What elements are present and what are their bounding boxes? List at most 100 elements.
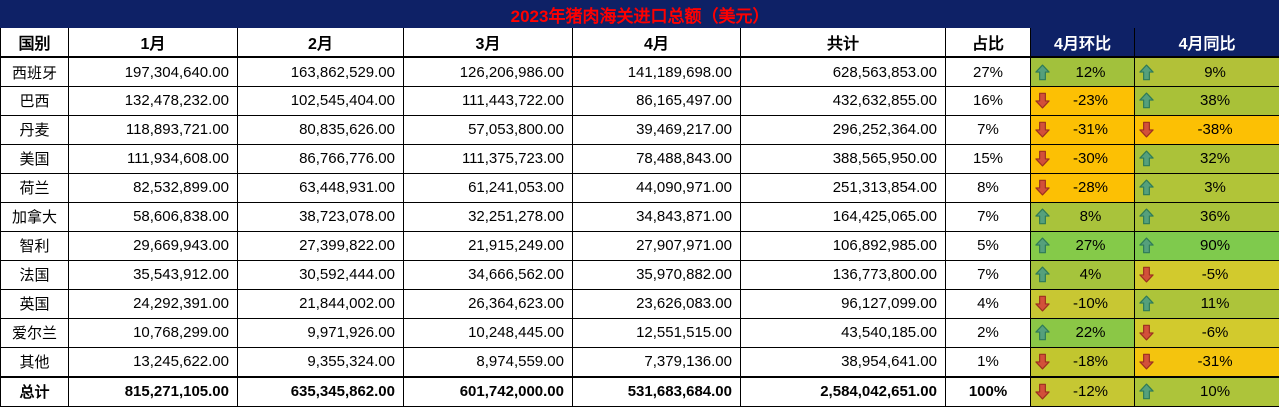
jan-value-cell[interactable]: 29,669,943.00 [68,230,238,261]
apr-value-cell[interactable]: 39,469,217.00 [572,114,741,145]
country-cell[interactable]: 丹麦 [0,114,69,145]
mar-value-cell[interactable]: 111,375,723.00 [403,143,573,174]
country-cell[interactable]: 加拿大 [0,201,69,232]
total-value-cell[interactable]: 106,892,985.00 [740,230,946,261]
apr-value-cell[interactable]: 12,551,515.00 [572,317,741,348]
mar-value-cell[interactable]: 126,206,986.00 [403,56,573,87]
jan-value-cell[interactable]: 815,271,105.00 [68,375,238,407]
yoy-cell[interactable]: -38% [1133,114,1279,145]
total-value-cell[interactable]: 43,540,185.00 [740,317,946,348]
jan-value-cell[interactable]: 58,606,838.00 [68,201,238,232]
apr-value-cell[interactable]: 34,843,871.00 [572,201,741,232]
mom-cell[interactable]: -12% [1030,375,1135,407]
total-value-cell[interactable]: 251,313,854.00 [740,172,946,203]
mar-value-cell[interactable]: 8,974,559.00 [403,346,573,378]
mom-cell[interactable]: -30% [1030,143,1135,174]
total-value-cell[interactable]: 2,584,042,651.00 [740,375,946,407]
feb-value-cell[interactable]: 27,399,822.00 [237,230,404,261]
header-total[interactable]: 共计 [740,27,946,58]
share-cell[interactable]: 27% [945,56,1031,87]
mom-cell[interactable]: -31% [1030,114,1135,145]
share-cell[interactable]: 1% [945,346,1031,378]
apr-value-cell[interactable]: 78,488,843.00 [572,143,741,174]
jan-value-cell[interactable]: 13,245,622.00 [68,346,238,378]
feb-value-cell[interactable]: 102,545,404.00 [237,86,404,116]
share-cell[interactable]: 7% [945,114,1031,145]
country-cell[interactable]: 荷兰 [0,172,69,203]
country-cell[interactable]: 西班牙 [0,56,69,87]
share-cell[interactable]: 7% [945,201,1031,232]
total-value-cell[interactable]: 388,565,950.00 [740,143,946,174]
mar-value-cell[interactable]: 10,248,445.00 [403,317,573,348]
feb-value-cell[interactable]: 21,844,002.00 [237,288,404,319]
mar-value-cell[interactable]: 26,364,623.00 [403,288,573,319]
feb-value-cell[interactable]: 9,355,324.00 [237,346,404,378]
feb-value-cell[interactable]: 9,971,926.00 [237,317,404,348]
share-cell[interactable]: 2% [945,317,1031,348]
yoy-cell[interactable]: 9% [1133,56,1279,87]
feb-value-cell[interactable]: 38,723,078.00 [237,201,404,232]
jan-value-cell[interactable]: 118,893,721.00 [68,114,238,145]
yoy-cell[interactable]: 3% [1133,172,1279,203]
country-cell[interactable]: 英国 [0,288,69,319]
header-share[interactable]: 占比 [945,27,1031,58]
apr-value-cell[interactable]: 44,090,971.00 [572,172,741,203]
mar-value-cell[interactable]: 61,241,053.00 [403,172,573,203]
total-value-cell[interactable]: 38,954,641.00 [740,346,946,378]
country-cell[interactable]: 美国 [0,143,69,174]
mom-cell[interactable]: -28% [1030,172,1135,203]
apr-value-cell[interactable]: 27,907,971.00 [572,230,741,261]
total-value-cell[interactable]: 96,127,099.00 [740,288,946,319]
mar-value-cell[interactable]: 57,053,800.00 [403,114,573,145]
share-cell[interactable]: 5% [945,230,1031,261]
mom-cell[interactable]: 22% [1030,317,1135,348]
mom-cell[interactable]: 27% [1030,230,1135,261]
mar-value-cell[interactable]: 34,666,562.00 [403,259,573,290]
yoy-cell[interactable]: -5% [1133,259,1279,290]
jan-value-cell[interactable]: 111,934,608.00 [68,143,238,174]
yoy-cell[interactable]: 32% [1133,143,1279,174]
mar-value-cell[interactable]: 601,742,000.00 [403,375,573,407]
mar-value-cell[interactable]: 111,443,722.00 [403,86,573,116]
yoy-cell[interactable]: 38% [1133,86,1279,116]
total-value-cell[interactable]: 136,773,800.00 [740,259,946,290]
yoy-cell[interactable]: 90% [1133,230,1279,261]
share-cell[interactable]: 8% [945,172,1031,203]
feb-value-cell[interactable]: 86,766,776.00 [237,143,404,174]
apr-value-cell[interactable]: 7,379,136.00 [572,346,741,378]
apr-value-cell[interactable]: 86,165,497.00 [572,86,741,116]
header-country[interactable]: 国别 [0,27,69,58]
jan-value-cell[interactable]: 197,304,640.00 [68,56,238,87]
feb-value-cell[interactable]: 63,448,931.00 [237,172,404,203]
header-mar[interactable]: 3月 [403,27,573,58]
share-cell[interactable]: 16% [945,86,1031,116]
feb-value-cell[interactable]: 163,862,529.00 [237,56,404,87]
country-cell[interactable]: 爱尔兰 [0,317,69,348]
apr-value-cell[interactable]: 141,189,698.00 [572,56,741,87]
share-cell[interactable]: 4% [945,288,1031,319]
share-cell[interactable]: 7% [945,259,1031,290]
total-value-cell[interactable]: 296,252,364.00 [740,114,946,145]
feb-value-cell[interactable]: 30,592,444.00 [237,259,404,290]
jan-value-cell[interactable]: 24,292,391.00 [68,288,238,319]
mom-cell[interactable]: -23% [1030,86,1135,116]
jan-value-cell[interactable]: 10,768,299.00 [68,317,238,348]
jan-value-cell[interactable]: 35,543,912.00 [68,259,238,290]
mom-cell[interactable]: -10% [1030,288,1135,319]
mom-cell[interactable]: 8% [1030,201,1135,232]
jan-value-cell[interactable]: 82,532,899.00 [68,172,238,203]
apr-value-cell[interactable]: 35,970,882.00 [572,259,741,290]
apr-value-cell[interactable]: 531,683,684.00 [572,375,741,407]
header-apr-yoy[interactable]: 4月同比 [1133,27,1279,58]
mom-cell[interactable]: -18% [1030,346,1135,378]
yoy-cell[interactable]: -31% [1133,346,1279,378]
country-cell[interactable]: 巴西 [0,86,69,116]
total-value-cell[interactable]: 628,563,853.00 [740,56,946,87]
country-cell[interactable]: 智利 [0,230,69,261]
yoy-cell[interactable]: 36% [1133,201,1279,232]
share-cell[interactable]: 15% [945,143,1031,174]
total-value-cell[interactable]: 164,425,065.00 [740,201,946,232]
yoy-cell[interactable]: 11% [1133,288,1279,319]
feb-value-cell[interactable]: 80,835,626.00 [237,114,404,145]
header-apr-mom[interactable]: 4月环比 [1030,27,1135,58]
